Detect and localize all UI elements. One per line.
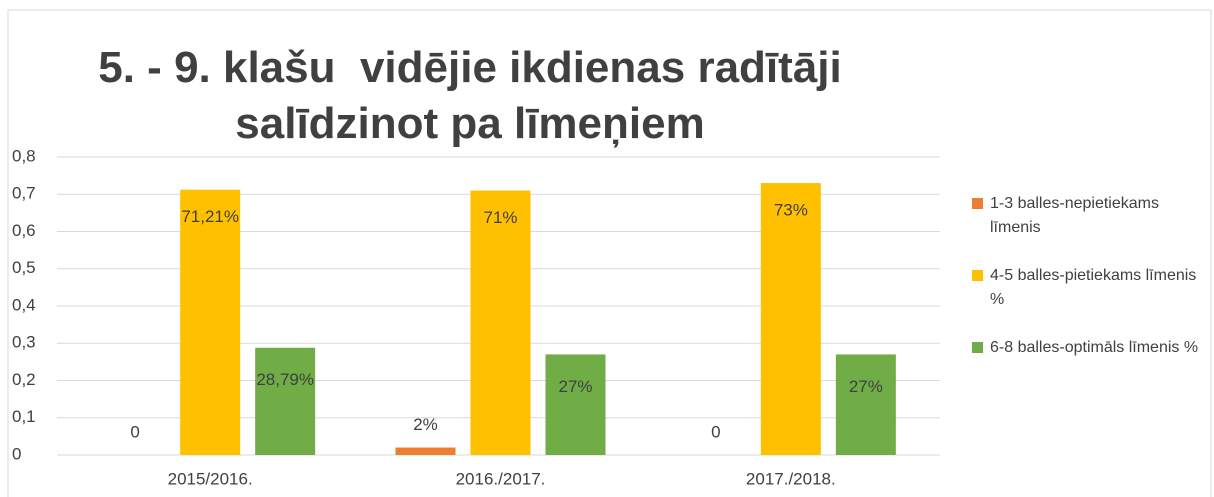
- data-label: 0: [130, 422, 139, 441]
- chart-title: 5. - 9. klašu vidējie ikdienas radītāji …: [98, 43, 854, 148]
- x-tick-label: 2016./2017.: [456, 469, 546, 488]
- legend-item: 6-8 balles-optimāls līmenis %: [972, 336, 1207, 360]
- y-tick-label: 0: [12, 444, 21, 463]
- y-tick-label: 0,4: [12, 295, 36, 314]
- legend: 1-3 balles-nepietiekams līmenis 4-5 balle…: [972, 192, 1207, 384]
- legend-label: 4-5 balles-pietiekams līmenis %: [990, 267, 1197, 308]
- y-tick-label: 0,6: [12, 221, 36, 240]
- y-tick-label: 0,8: [12, 146, 36, 165]
- data-label: 71%: [483, 208, 517, 227]
- legend-label: 6-8 balles-optimāls līmenis %: [990, 339, 1199, 356]
- y-tick-label: 0,2: [12, 370, 36, 389]
- bar: [470, 190, 531, 455]
- chart-frame: [7, 9, 1212, 497]
- bar: [760, 183, 821, 455]
- data-label: 2%: [413, 415, 438, 434]
- data-label: 27%: [849, 377, 883, 396]
- x-tick-label: 2017./2018.: [746, 469, 836, 488]
- bar: [180, 189, 241, 456]
- data-label: 71,21%: [181, 207, 239, 226]
- legend-swatch: [972, 270, 983, 281]
- y-tick-label: 0,5: [12, 258, 36, 277]
- legend-swatch: [972, 342, 983, 353]
- bar: [395, 447, 456, 455]
- data-label: 73%: [774, 201, 808, 220]
- x-tick-label: 2015/2016.: [168, 469, 253, 488]
- y-tick-label: 0,7: [12, 184, 36, 203]
- y-tick-label: 0,1: [12, 407, 36, 426]
- data-label: 27%: [558, 377, 592, 396]
- legend-item: 4-5 balles-pietiekams līmenis %: [972, 264, 1207, 312]
- data-label: 0: [711, 422, 720, 441]
- bar: [835, 354, 896, 455]
- legend-swatch: [972, 198, 983, 209]
- legend-item: 1-3 balles-nepietiekams līmenis: [972, 192, 1207, 240]
- y-tick-label: 0,3: [12, 333, 36, 352]
- data-label: 28,79%: [256, 370, 314, 389]
- legend-label: 1-3 balles-nepietiekams līmenis: [990, 195, 1159, 236]
- bar: [545, 354, 606, 455]
- bar: [255, 347, 316, 455]
